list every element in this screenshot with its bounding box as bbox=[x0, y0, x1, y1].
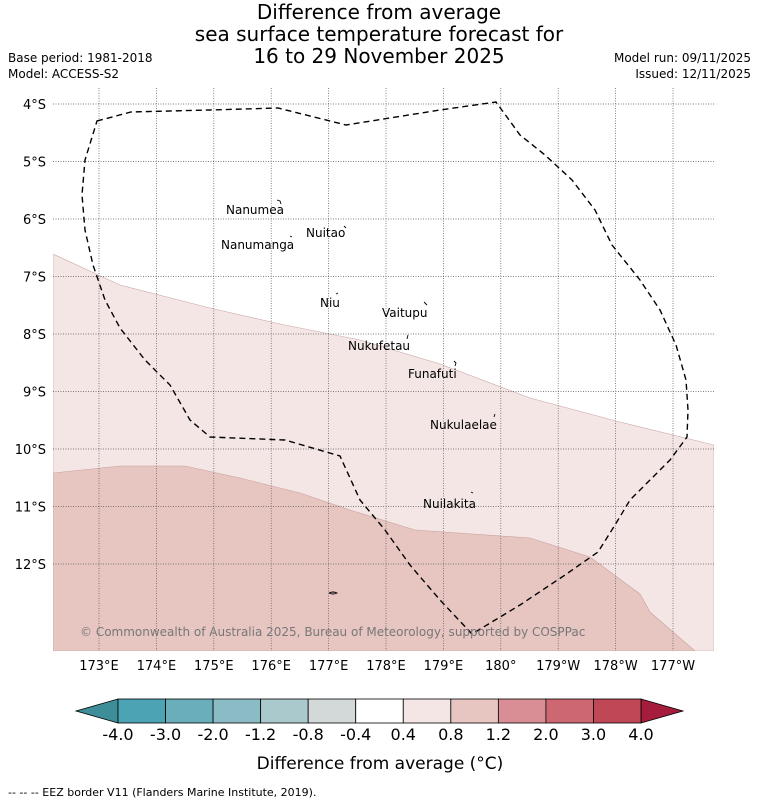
title-line-2: sea surface temperature forecast for bbox=[194, 22, 564, 46]
graticule bbox=[53, 88, 714, 651]
nuitao-atoll bbox=[343, 225, 347, 229]
colorbar-tick: 1.2 bbox=[486, 725, 511, 744]
nuilakita-atoll bbox=[470, 491, 474, 494]
longitude-labels: 173°E 174°E 175°E 176°E 177°E 178°E 179°E 180° 1… bbox=[79, 659, 695, 674]
lon-tick-label: 177°W bbox=[651, 659, 695, 674]
lon-tick-label: 179°E bbox=[424, 659, 464, 674]
lon-tick-label: 180° bbox=[485, 659, 516, 674]
nanumea-atoll bbox=[276, 199, 282, 205]
lon-tick-label: 178°W bbox=[594, 659, 638, 674]
lat-tick-label: 6°S bbox=[23, 213, 46, 228]
colorbar-over-arrow bbox=[640, 698, 685, 724]
nukulaelae-atoll bbox=[493, 413, 496, 418]
colorbar-swatch bbox=[593, 698, 642, 724]
colorbar-swatch bbox=[545, 698, 594, 724]
nukufetau-atoll bbox=[406, 334, 409, 340]
map-area: Nanumea Nuitao Nanumanga Niu Vaitupu Nuk… bbox=[53, 88, 714, 651]
colorbar-tick: 0.8 bbox=[438, 725, 463, 744]
colorbar-swatch bbox=[450, 698, 499, 724]
lon-tick-label: 175°E bbox=[194, 659, 234, 674]
label-nanumanga: Nanumanga bbox=[221, 238, 294, 252]
label-nukulaelae: Nukulaelae bbox=[430, 418, 497, 432]
colorbar-tick-labels: -4.0 -3.0 -2.0 -1.2 -0.8 -0.4 0.4 0.8 1.2 2.0 3.0 4… bbox=[102, 725, 653, 744]
title-line-3: 16 to 29 November 2025 bbox=[253, 44, 505, 68]
colorbar-swatch bbox=[402, 698, 452, 724]
latitude-labels: 4°S 5°S 6°S 7°S 8°S 9°S 10°S 11°S 12°S bbox=[15, 98, 46, 573]
island-labels: Nanumea Nuitao Nanumanga Niu Vaitupu Nuk… bbox=[221, 203, 497, 511]
lat-tick-label: 10°S bbox=[15, 443, 46, 458]
lat-tick-label: 7°S bbox=[23, 271, 46, 286]
lon-tick-label: 176°E bbox=[251, 659, 291, 674]
label-nuitao: Nuitao bbox=[306, 226, 345, 240]
colorbar bbox=[74, 698, 685, 724]
model-run-date: Model run: 09/11/2025 bbox=[613, 51, 751, 65]
island-markers bbox=[276, 199, 496, 595]
colorbar-label: Difference from average (°C) bbox=[257, 754, 504, 774]
lon-tick-label: 179°W bbox=[536, 659, 580, 674]
colorbar-tick: 2.0 bbox=[533, 725, 558, 744]
label-funafuti: Funafuti bbox=[408, 367, 457, 381]
base-period: Base period: 1981-2018 bbox=[8, 51, 153, 65]
colorbar-swatch bbox=[165, 698, 214, 724]
colorbar-tick: -0.4 bbox=[340, 725, 371, 744]
anomaly-0.8-1.2-zone bbox=[53, 465, 696, 651]
lat-tick-label: 12°S bbox=[15, 558, 46, 573]
label-nukufetau: Nukufetau bbox=[348, 339, 410, 353]
colorbar-swatch bbox=[260, 698, 309, 724]
colorbar-swatch bbox=[497, 698, 547, 724]
label-niu: Niu bbox=[320, 296, 340, 310]
lon-tick-label: 177°E bbox=[309, 659, 349, 674]
copyright-notice: © Commonwealth of Australia 2025, Bureau… bbox=[80, 625, 585, 639]
lat-tick-label: 9°S bbox=[23, 386, 46, 401]
colorbar-swatch bbox=[307, 698, 357, 724]
colorbar-under-arrow bbox=[74, 698, 119, 724]
niu-atoll bbox=[335, 292, 339, 295]
colorbar-tick: -4.0 bbox=[102, 725, 133, 744]
label-vaitupu: Vaitupu bbox=[382, 306, 428, 320]
funafuti-atoll bbox=[453, 360, 457, 367]
colorbar-tick: 3.0 bbox=[581, 725, 606, 744]
lat-tick-label: 4°S bbox=[23, 98, 46, 113]
colorbar-swatch bbox=[355, 698, 404, 724]
colorbar-swatch bbox=[117, 698, 166, 724]
label-nuilakita: Nuilakita bbox=[423, 497, 476, 511]
model-name: Model: ACCESS-S2 bbox=[8, 67, 120, 81]
lat-tick-label: 8°S bbox=[23, 328, 46, 343]
lon-tick-label: 174°E bbox=[137, 659, 177, 674]
vaitupu-atoll bbox=[423, 301, 428, 306]
lon-tick-label: 173°E bbox=[79, 659, 119, 674]
lon-tick-label: 178°E bbox=[366, 659, 406, 674]
eez-footnote: -- -- -- EEZ border V11 (Flanders Marine… bbox=[8, 786, 317, 799]
colorbar-swatch bbox=[212, 698, 262, 724]
colorbar-tick: -3.0 bbox=[150, 725, 181, 744]
label-nanumea: Nanumea bbox=[226, 203, 284, 217]
title-line-1: Difference from average bbox=[256, 0, 502, 24]
lat-tick-label: 11°S bbox=[15, 501, 46, 516]
colorbar-tick: -2.0 bbox=[197, 725, 228, 744]
colorbar-tick: -1.2 bbox=[245, 725, 276, 744]
colorbar-tick: 4.0 bbox=[628, 725, 653, 744]
colorbar-tick: 0.4 bbox=[391, 725, 416, 744]
eez-border bbox=[81, 101, 689, 635]
reef-outline bbox=[328, 591, 339, 595]
issued-date: Issued: 12/11/2025 bbox=[635, 67, 751, 81]
colorbar-tick: -0.8 bbox=[293, 725, 324, 744]
nanumanga-atoll bbox=[289, 235, 293, 238]
lat-tick-label: 5°S bbox=[23, 156, 46, 171]
